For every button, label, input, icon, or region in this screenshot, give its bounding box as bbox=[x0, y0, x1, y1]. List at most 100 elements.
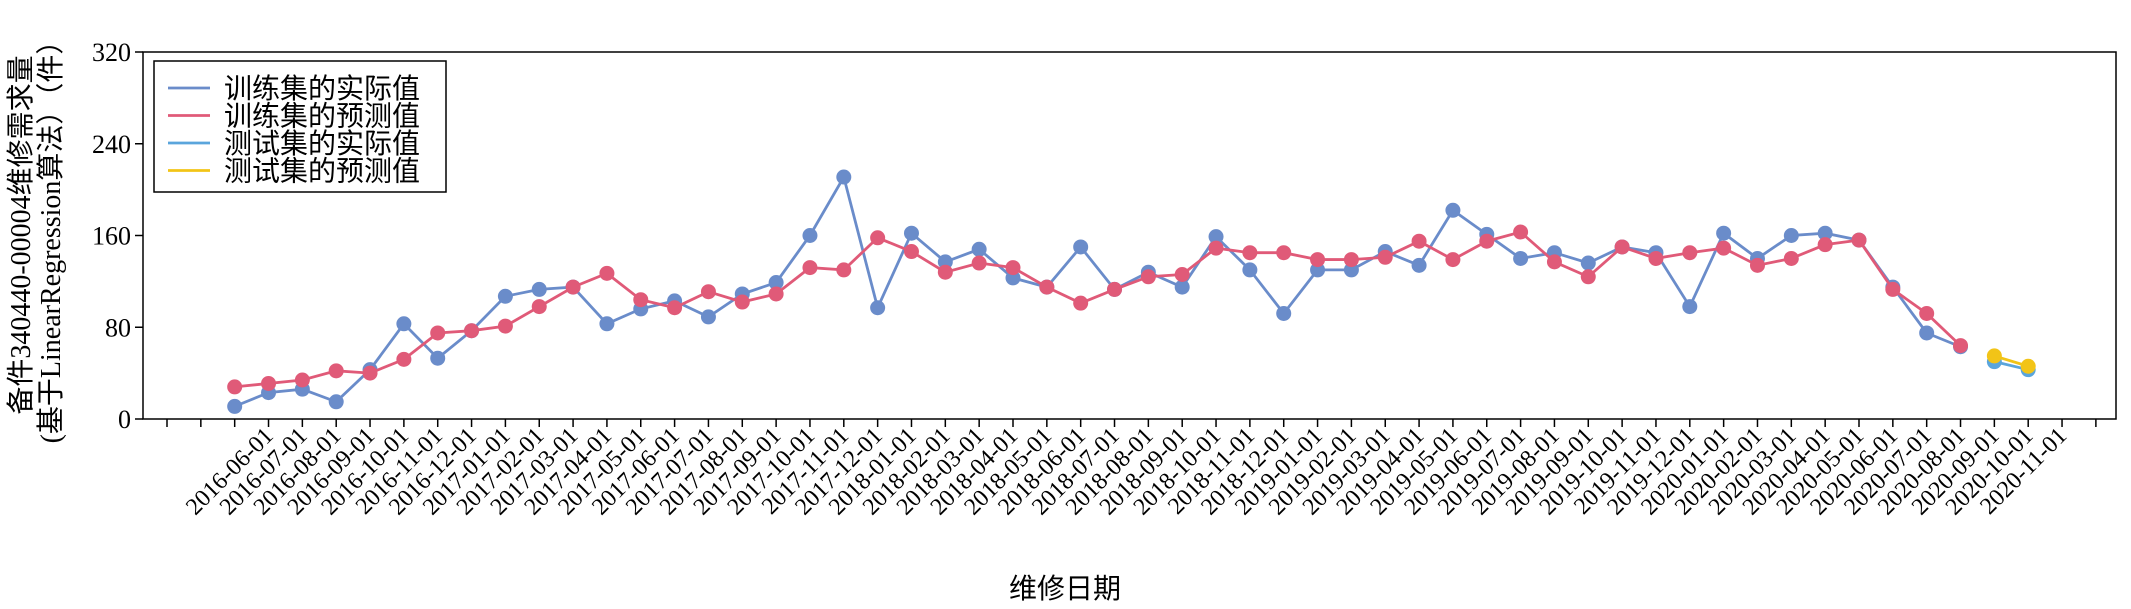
point bbox=[1242, 262, 1258, 278]
point bbox=[430, 325, 446, 341]
point bbox=[971, 255, 987, 271]
point bbox=[1445, 202, 1461, 218]
point bbox=[1919, 325, 1935, 341]
point bbox=[497, 318, 513, 334]
point bbox=[667, 300, 683, 316]
point bbox=[903, 225, 919, 241]
point bbox=[1783, 228, 1799, 243]
point bbox=[971, 241, 987, 257]
point bbox=[599, 265, 615, 281]
point bbox=[1513, 250, 1529, 266]
point bbox=[1411, 257, 1427, 273]
point bbox=[227, 398, 243, 414]
point bbox=[1682, 245, 1698, 261]
point bbox=[464, 323, 480, 339]
point bbox=[1242, 245, 1258, 261]
point bbox=[1749, 257, 1765, 273]
series-line bbox=[234, 230, 1962, 389]
point bbox=[2020, 358, 2036, 374]
point bbox=[1377, 249, 1393, 265]
point bbox=[1073, 239, 1089, 255]
point bbox=[1276, 245, 1292, 261]
point bbox=[1546, 254, 1562, 270]
legend-label: 训练集的实际值 bbox=[224, 73, 420, 105]
point bbox=[1479, 233, 1495, 249]
y-axis-label: (基于LinearRegression算法）（件） bbox=[35, 27, 67, 444]
point bbox=[261, 375, 277, 391]
point bbox=[1953, 338, 1969, 354]
point bbox=[1343, 262, 1359, 278]
point bbox=[734, 294, 750, 310]
point bbox=[937, 254, 953, 270]
y-tick-label: 80 bbox=[105, 313, 131, 342]
point bbox=[1310, 252, 1326, 268]
point bbox=[1208, 240, 1224, 256]
point bbox=[1817, 237, 1833, 253]
point bbox=[1919, 305, 1935, 321]
point bbox=[362, 365, 378, 381]
point bbox=[836, 262, 852, 278]
point bbox=[1174, 266, 1190, 282]
point bbox=[937, 264, 953, 280]
point bbox=[1513, 224, 1529, 240]
point bbox=[328, 363, 344, 379]
point bbox=[1716, 240, 1732, 256]
point bbox=[1614, 239, 1630, 255]
point bbox=[328, 394, 344, 410]
point bbox=[497, 288, 513, 304]
point bbox=[1039, 279, 1055, 295]
point bbox=[294, 372, 310, 388]
legend-label: 训练集的预测值 bbox=[224, 101, 420, 133]
point bbox=[1107, 281, 1123, 297]
point bbox=[870, 300, 886, 316]
point bbox=[1073, 295, 1089, 311]
point bbox=[1580, 255, 1596, 271]
point bbox=[802, 260, 818, 276]
point bbox=[1174, 279, 1190, 295]
point bbox=[1716, 225, 1732, 241]
point bbox=[1986, 348, 2002, 364]
y-tick-label: 240 bbox=[92, 130, 131, 159]
point bbox=[903, 244, 919, 260]
point bbox=[1648, 250, 1664, 266]
point bbox=[768, 275, 784, 291]
point bbox=[531, 299, 547, 315]
point bbox=[1005, 270, 1021, 286]
point bbox=[1851, 232, 1867, 248]
point bbox=[1140, 269, 1156, 285]
point bbox=[396, 316, 412, 332]
point bbox=[1276, 305, 1292, 321]
point bbox=[531, 281, 547, 297]
point bbox=[599, 316, 615, 332]
y-tick-label: 0 bbox=[118, 405, 131, 434]
point bbox=[565, 279, 581, 295]
point bbox=[700, 284, 716, 300]
point bbox=[1580, 269, 1596, 285]
point bbox=[1310, 262, 1326, 278]
point bbox=[1005, 260, 1021, 276]
x-axis-label: 维修日期 bbox=[1009, 573, 1121, 605]
point bbox=[768, 286, 784, 302]
point bbox=[700, 309, 716, 325]
point bbox=[430, 350, 446, 366]
y-tick-label: 320 bbox=[92, 38, 131, 67]
point bbox=[1208, 229, 1224, 245]
point bbox=[396, 351, 412, 367]
point bbox=[1783, 250, 1799, 266]
point bbox=[227, 379, 243, 395]
point bbox=[1682, 299, 1698, 315]
legend-label: 测试集的实际值 bbox=[224, 128, 420, 160]
point bbox=[1411, 233, 1427, 249]
y-axis-label: 备件340440-00004维修需求量 bbox=[5, 55, 37, 414]
series-line bbox=[234, 173, 1962, 408]
point bbox=[802, 228, 818, 243]
point bbox=[870, 230, 886, 246]
point bbox=[633, 292, 649, 308]
point bbox=[1885, 281, 1901, 297]
y-tick-label: 160 bbox=[92, 222, 131, 251]
legend-label: 测试集的预测值 bbox=[224, 156, 420, 188]
point bbox=[836, 169, 852, 185]
